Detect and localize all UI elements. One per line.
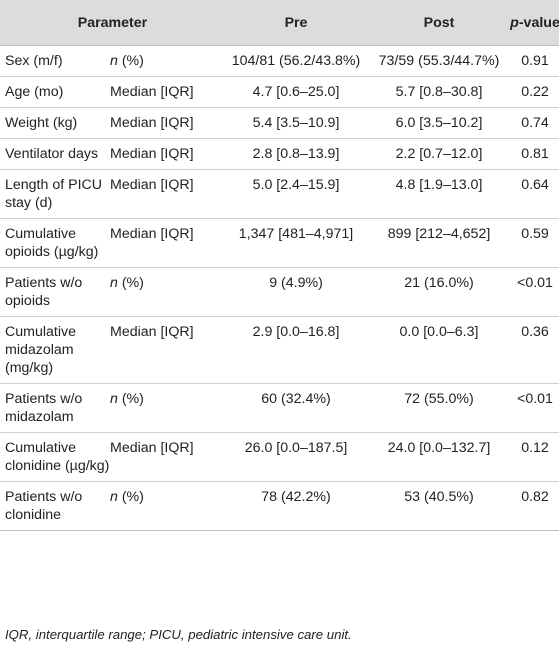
- cell-pvalue: 0.81: [521, 146, 549, 162]
- cell-pre: 26.0 [0.0–187.5]: [244, 440, 348, 456]
- table-header: Parameter Pre Post p-value: [0, 0, 559, 46]
- cell-statistic: Median [IQR]: [110, 115, 194, 131]
- table-row: Patients w/o clonidine n (%) 78 (42.2%) 53 …: [0, 482, 559, 531]
- cell-post: 5.7 [0.8–30.8]: [395, 84, 483, 100]
- cell-pvalue: 0.12: [521, 440, 549, 456]
- cell-post: 4.8 [1.9–13.0]: [395, 177, 483, 193]
- cell-parameter: Weight (kg): [5, 115, 78, 131]
- cell-parameter: Ventilator days: [5, 146, 99, 162]
- cell-parameter: Cumulative clonidine (µg/kg): [5, 440, 110, 474]
- table-footnote: IQR, interquartile range; PICU, pediatri…: [5, 627, 352, 642]
- cell-pre: 60 (32.4%): [261, 391, 331, 407]
- header-post: Post: [372, 0, 506, 46]
- cell-statistic: Median [IQR]: [110, 324, 194, 340]
- cell-pvalue: 0.59: [521, 226, 549, 242]
- cell-pre: 4.7 [0.6–25.0]: [252, 84, 340, 100]
- cell-pvalue: 0.74: [521, 115, 549, 131]
- cell-post: 6.0 [3.5–10.2]: [395, 115, 483, 131]
- cell-post: 73/59 (55.3/44.7%): [378, 53, 500, 69]
- cell-pvalue: 0.36: [521, 324, 549, 340]
- table-row: Cumulative opioids (µg/kg) Median [IQR] 1,…: [0, 219, 559, 268]
- cell-pvalue: 0.91: [521, 53, 549, 69]
- table-row: Age (mo) Median [IQR] 4.7 [0.6–25.0] 5.7 [0…: [0, 77, 559, 108]
- cell-statistic: Median [IQR]: [110, 226, 194, 242]
- cell-post: 72 (55.0%): [404, 391, 474, 407]
- cell-parameter: Patients w/o clonidine: [5, 489, 83, 523]
- cell-statistic: Median [IQR]: [110, 146, 194, 162]
- table-row: Ventilator days Median [IQR] 2.8 [0.8–13.9…: [0, 139, 559, 170]
- cell-parameter: Age (mo): [5, 84, 64, 100]
- cell-pre: 9 (4.9%): [269, 275, 323, 291]
- stat-italic-n: n: [110, 53, 118, 69]
- table-row: Cumulative midazolam (mg/kg) Median [IQR]…: [0, 317, 559, 384]
- cell-post: 53 (40.5%): [404, 489, 474, 505]
- table-row: Cumulative clonidine (µg/kg) Median [IQR]…: [0, 433, 559, 482]
- cell-pre: 2.9 [0.0–16.8]: [252, 324, 340, 340]
- cell-post: 24.0 [0.0–132.7]: [387, 440, 491, 456]
- cell-pre: 2.8 [0.8–13.9]: [252, 146, 340, 162]
- cell-pvalue: <0.01: [517, 391, 553, 407]
- cell-pvalue: 0.22: [521, 84, 549, 100]
- stat-rest: (%): [117, 489, 144, 505]
- cell-statistic: n (%): [110, 384, 220, 433]
- stat-rest: (%): [117, 53, 144, 69]
- stat-italic-n: n: [110, 275, 118, 291]
- cell-pre: 1,347 [481–4,971]: [238, 226, 354, 242]
- header-pvalue: p-value: [506, 0, 559, 46]
- cell-statistic: n (%): [110, 482, 220, 531]
- cell-post: 21 (16.0%): [404, 275, 474, 291]
- table-row: Patients w/o opioids n (%) 9 (4.9%) 21 (16.…: [0, 268, 559, 317]
- cell-pre: 5.0 [2.4–15.9]: [252, 177, 340, 193]
- cell-pvalue: 0.82: [521, 489, 549, 505]
- cell-pvalue: <0.01: [517, 275, 553, 291]
- header-parameter: Parameter: [0, 0, 220, 46]
- cell-parameter: Sex (m/f): [5, 53, 63, 69]
- cell-parameter: Cumulative midazolam (mg/kg): [5, 324, 76, 376]
- cell-pre: 5.4 [3.5–10.9]: [252, 115, 340, 131]
- cell-statistic: n (%): [110, 46, 220, 77]
- cell-statistic: Median [IQR]: [110, 177, 194, 193]
- header-pvalue-p: p: [510, 14, 519, 31]
- cell-post: 0.0 [0.0–6.3]: [399, 324, 479, 340]
- cell-statistic: n (%): [110, 268, 220, 317]
- cell-statistic: Median [IQR]: [110, 440, 194, 456]
- header-pre: Pre: [220, 0, 372, 46]
- header-pvalue-rest: -value: [518, 14, 559, 31]
- cell-pre: 104/81 (56.2/43.8%): [231, 53, 361, 69]
- table-row: Patients w/o midazolam n (%) 60 (32.4%) 72 …: [0, 384, 559, 433]
- cell-parameter: Cumulative opioids (µg/kg): [5, 226, 99, 260]
- stat-rest: (%): [117, 275, 144, 291]
- results-table: Parameter Pre Post p-value Sex (m/f) n (%…: [0, 0, 559, 531]
- table-body: Sex (m/f) n (%) 104/81 (56.2/43.8%) 73/59 (…: [0, 46, 559, 531]
- cell-pre: 78 (42.2%): [261, 489, 331, 505]
- header-row: Parameter Pre Post p-value: [0, 0, 559, 46]
- cell-parameter: Patients w/o midazolam: [5, 391, 83, 425]
- cell-pvalue: 0.64: [521, 177, 549, 193]
- stat-italic-n: n: [110, 391, 118, 407]
- table-row: Sex (m/f) n (%) 104/81 (56.2/43.8%) 73/59 (…: [0, 46, 559, 77]
- stat-italic-n: n: [110, 489, 118, 505]
- cell-parameter: Length of PICU stay (d): [5, 177, 103, 211]
- table-row: Weight (kg) Median [IQR] 5.4 [3.5–10.9] 6.0…: [0, 108, 559, 139]
- table-row: Length of PICU stay (d) Median [IQR] 5.0 […: [0, 170, 559, 219]
- cell-statistic: Median [IQR]: [110, 84, 194, 100]
- cell-post: 899 [212–4,652]: [387, 226, 491, 242]
- cell-parameter: Patients w/o opioids: [5, 275, 83, 309]
- cell-post: 2.2 [0.7–12.0]: [395, 146, 483, 162]
- stat-rest: (%): [117, 391, 144, 407]
